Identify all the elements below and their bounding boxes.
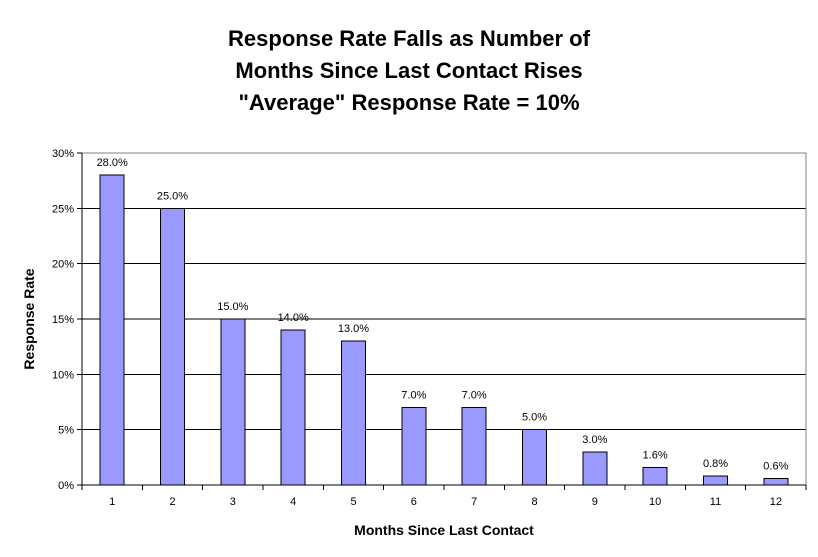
data-label: 28.0% <box>97 157 128 169</box>
chart-title-line-3: "Average" Response Rate = 10% <box>238 90 580 115</box>
bar <box>582 451 608 486</box>
y-tick-label: 25% <box>52 203 74 215</box>
x-tick-label: 11 <box>710 496 721 508</box>
bar <box>642 466 668 486</box>
data-label: 13.0% <box>338 323 369 335</box>
data-labels: 28.0% 25.0% 15.0% 14.0% 13.0% 7.0% 7.0% 5.0% 3.0… <box>97 157 789 472</box>
gridlines <box>82 152 806 431</box>
data-label: 7.0% <box>462 390 487 402</box>
x-tick-label: 3 <box>230 496 236 508</box>
y-axis-title: Response Rate <box>21 268 37 369</box>
bar <box>280 329 306 486</box>
x-tick-label: 6 <box>411 496 417 508</box>
y-tick-label: 15% <box>52 314 74 326</box>
x-tick-label: 4 <box>290 496 296 508</box>
data-label: 0.6% <box>763 460 788 472</box>
chart-title-line-1: Response Rate Falls as Number of <box>228 26 590 51</box>
bar <box>159 207 186 486</box>
x-tick-label: 2 <box>169 496 175 508</box>
x-tick-label: 1 <box>109 496 115 508</box>
x-tick-label: 9 <box>592 496 598 508</box>
bars <box>99 174 789 486</box>
data-label: 5.0% <box>522 412 547 424</box>
x-axis-title: Months Since Last Contact <box>354 522 534 538</box>
x-tick-label: 8 <box>531 496 537 508</box>
bar <box>702 475 729 486</box>
x-tick-label: 12 <box>770 496 782 508</box>
bar <box>99 174 125 486</box>
data-label: 15.0% <box>217 301 248 313</box>
x-tick-label: 10 <box>649 496 661 508</box>
data-label: 1.6% <box>643 449 668 461</box>
y-tick-label: 30% <box>52 148 74 160</box>
x-tick-label: 5 <box>350 496 356 508</box>
y-tick-label: 5% <box>58 425 74 437</box>
bar <box>521 429 548 486</box>
y-tick-label: 10% <box>52 369 74 381</box>
bar <box>220 318 246 486</box>
data-label: 25.0% <box>157 190 188 202</box>
y-tick-label: 20% <box>52 259 74 271</box>
bar <box>340 340 367 486</box>
y-tick-label: 0% <box>58 480 74 492</box>
bar <box>461 407 487 486</box>
data-label: 7.0% <box>401 390 426 402</box>
x-tick-label: 7 <box>471 496 477 508</box>
y-axis-ticks: 0% 5% 10% 15% 20% 25% 30% <box>52 148 82 492</box>
data-label: 14.0% <box>278 312 309 324</box>
data-label: 3.0% <box>582 434 607 446</box>
bar <box>401 407 427 486</box>
data-label: 0.8% <box>703 458 728 470</box>
chart-title-line-2: Months Since Last Contact Rises <box>235 58 583 83</box>
bar <box>763 477 789 486</box>
x-axis-ticks: 1 2 3 4 5 6 7 8 9 10 11 12 <box>81 485 807 508</box>
